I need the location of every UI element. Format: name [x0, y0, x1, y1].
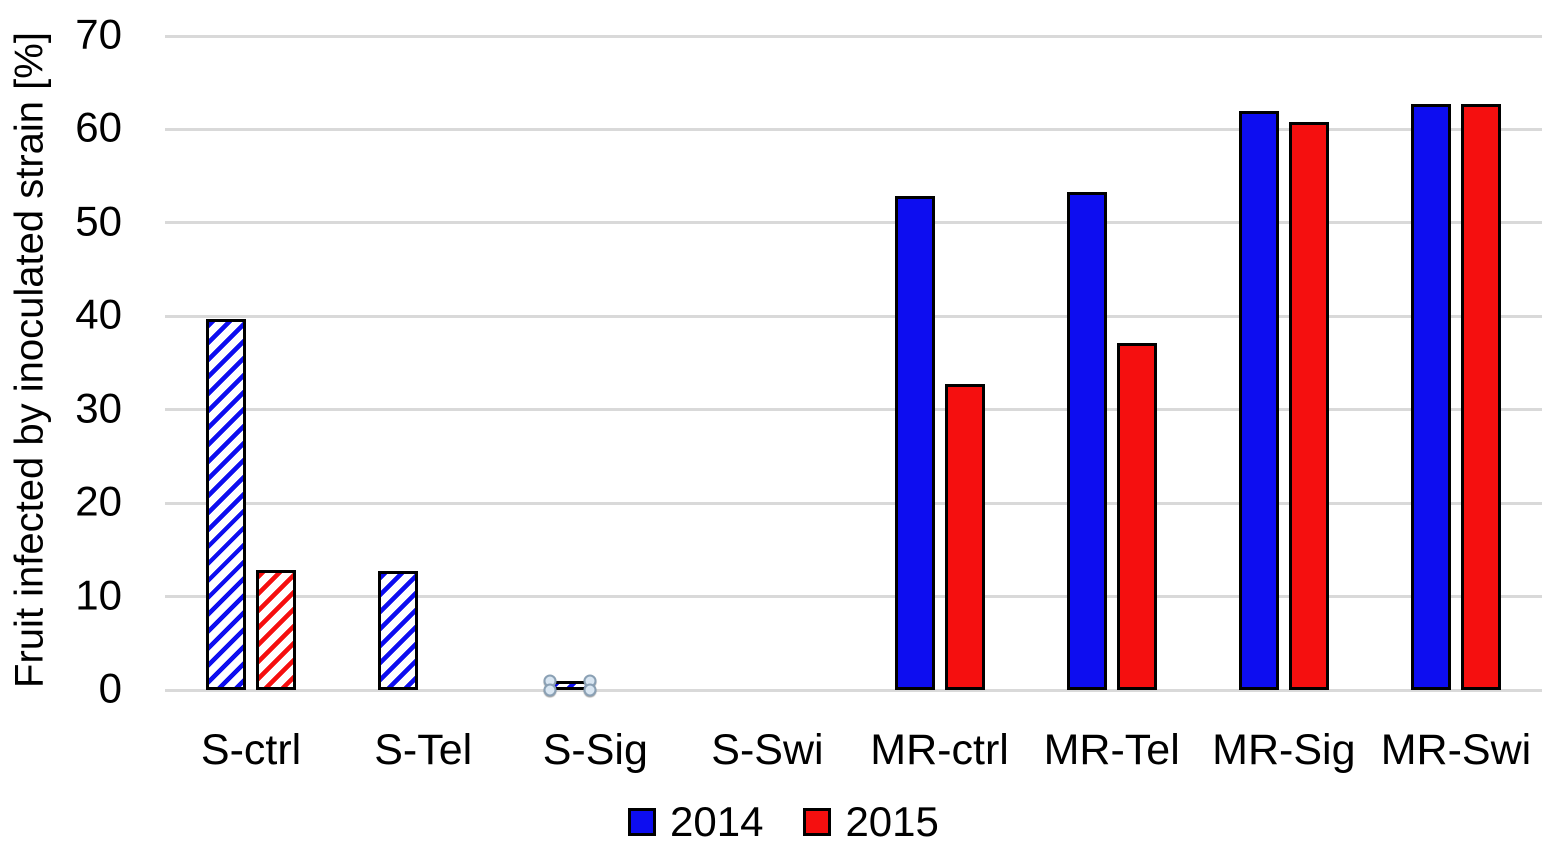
legend-item-2015[interactable]: 2015	[803, 798, 939, 845]
legend-swatch-2015	[803, 808, 832, 836]
x-label-MR-Swi: MR-Swi	[1380, 726, 1532, 774]
gridline-20	[165, 501, 1542, 505]
gridline-0	[165, 688, 1542, 692]
bar-MR-Swi-2014[interactable]	[1410, 104, 1451, 690]
bar-MR-Sig-2014[interactable]	[1238, 110, 1279, 690]
x-label-MR-Sig: MR-Sig	[1212, 726, 1356, 774]
gridline-60	[165, 127, 1542, 131]
bar-MR-ctrl-2015[interactable]	[944, 383, 985, 690]
y-tick-label-60: 60	[75, 103, 122, 151]
x-label-MR-ctrl: MR-ctrl	[870, 726, 1009, 774]
y-tick-label-20: 20	[75, 477, 122, 525]
gridline-50	[165, 221, 1542, 225]
bar-S-Tel-2014[interactable]	[378, 571, 419, 690]
bar-MR-Sig-2015[interactable]	[1288, 121, 1329, 690]
bar-MR-ctrl-2014[interactable]	[894, 195, 935, 690]
legend-swatch-2014	[628, 808, 656, 836]
bar-MR-Tel-2014[interactable]	[1066, 192, 1107, 690]
y-tick-label-50: 50	[75, 197, 122, 245]
gridline-70	[165, 34, 1542, 38]
y-axis: 0 10 20 30 40 50 60 70	[0, 0, 122, 852]
x-label-S-Tel: S-Tel	[374, 726, 473, 774]
y-tick-label-40: 40	[75, 290, 122, 338]
gridline-10	[165, 595, 1542, 599]
bar-MR-Swi-2015[interactable]	[1460, 104, 1501, 690]
gridline-30	[165, 408, 1542, 412]
x-label-MR-Tel: MR-Tel	[1043, 726, 1180, 774]
legend-label-2015: 2015	[845, 798, 939, 845]
selection-handle[interactable]	[583, 683, 597, 697]
y-tick-label-0: 0	[98, 664, 122, 712]
bar-S-ctrl-2014[interactable]	[206, 319, 247, 690]
y-tick-label-30: 30	[75, 384, 122, 432]
x-label-S-Swi: S-Swi	[711, 726, 824, 774]
bar-S-ctrl-2015[interactable]	[256, 570, 297, 690]
x-label-S-ctrl: S-ctrl	[200, 726, 302, 774]
legend-label-2014: 2014	[670, 798, 764, 845]
bar-MR-Tel-2015[interactable]	[1116, 343, 1157, 690]
y-tick-label-70: 70	[75, 10, 122, 58]
gridline-40	[165, 314, 1542, 318]
legend: 2014 2015	[628, 801, 939, 843]
legend-item-2014[interactable]: 2014	[628, 801, 763, 843]
x-label-S-Sig: S-Sig	[542, 726, 648, 774]
selection-handle[interactable]	[543, 683, 557, 697]
y-tick-label-10: 10	[75, 570, 122, 618]
